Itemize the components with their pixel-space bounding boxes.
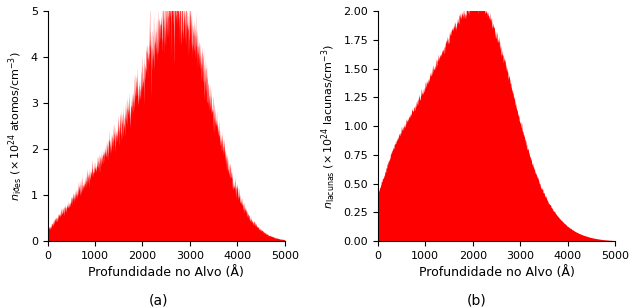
Text: (b): (b) xyxy=(467,294,487,308)
Y-axis label: $n_{\mathrm{lacunas}}$ ($\times\,10^{24}$ lacunas/cm$^{-3}$): $n_{\mathrm{lacunas}}$ ($\times\,10^{24}… xyxy=(320,43,338,209)
Text: (a): (a) xyxy=(149,294,169,308)
X-axis label: Profundidade no Alvo (Å): Profundidade no Alvo (Å) xyxy=(418,266,574,279)
Y-axis label: $n_{\mathrm{i\tilde{o}es}}$ ($\times\,10^{24}$ atomos/cm$^{-3}$): $n_{\mathrm{i\tilde{o}es}}$ ($\times\,10… xyxy=(7,51,25,201)
X-axis label: Profundidade no Alvo (Å): Profundidade no Alvo (Å) xyxy=(88,266,244,279)
